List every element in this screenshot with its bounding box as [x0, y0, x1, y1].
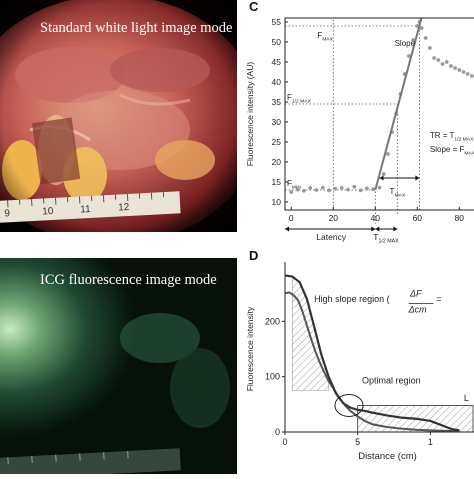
data-point: [424, 36, 428, 40]
y-tick-label: 50: [272, 37, 282, 47]
panel-letter-c: C: [249, 0, 258, 14]
data-point: [321, 186, 325, 190]
data-point: [315, 188, 319, 192]
slope-formula: Slope = FMAX: [430, 145, 474, 157]
data-point: [365, 187, 369, 191]
y-tick-label: 40: [272, 77, 282, 87]
data-point: [352, 185, 356, 189]
t-half-label: T1/2 MAX: [373, 232, 399, 245]
data-point: [428, 46, 432, 50]
ruler-number: 10: [42, 206, 54, 218]
ruler-number: 12: [118, 202, 130, 214]
x-tick-label: 5: [355, 437, 360, 447]
equals-label: =: [436, 294, 441, 304]
x-tick-label: 0: [282, 437, 287, 447]
fluorescence-scene-illustration: [0, 258, 237, 474]
delta-f-label: ΔF: [409, 288, 422, 298]
y-tick-label: 100: [265, 372, 280, 382]
data-point: [327, 189, 331, 193]
data-point: [302, 189, 306, 193]
data-point: [432, 56, 436, 60]
ruler-number: 9: [4, 208, 11, 219]
plot-frame: [285, 18, 474, 210]
tr-formula: TR = T1/2 MAX: [430, 131, 474, 143]
data-point: [466, 72, 470, 76]
data-point: [453, 66, 457, 70]
data-point: [346, 188, 350, 192]
panel-d-chart: High slope region ( ΔF Δcm = Optimal region…: [237, 244, 474, 474]
x-tick-label: 60: [413, 213, 423, 223]
data-point: [441, 62, 445, 66]
x-axis-label: Distance (cm): [358, 451, 417, 462]
photo-caption: Standard white light image mode: [40, 20, 233, 37]
data-point: [359, 189, 363, 193]
latency-label: Latency: [316, 232, 347, 242]
data-point: [378, 186, 382, 190]
y-tick-label: 200: [265, 316, 280, 326]
f-half-max-label: F1/2 MAX: [287, 93, 312, 105]
panel-letter-d: D: [249, 248, 258, 263]
data-point: [470, 74, 474, 78]
photo-caption: ICG fluorescence image mode: [40, 272, 217, 289]
data-point: [382, 172, 386, 176]
fmin-label: FMIN: [287, 179, 301, 191]
y-tick-label: 55: [272, 17, 282, 27]
white-light-photo: 9 10 11 12 Standard white light image mo…: [0, 0, 237, 232]
optimal-region-label: Optimal region: [362, 375, 421, 385]
ruler-number: 11: [80, 204, 91, 216]
x-tick-label: 40: [371, 213, 381, 223]
y-tick-label: 15: [272, 177, 282, 187]
low-region-label: L: [464, 393, 469, 403]
y-tick-label: 30: [272, 117, 282, 127]
high-slope-label: High slope region (: [314, 294, 390, 304]
y-tick-label: 25: [272, 137, 282, 147]
data-point: [386, 152, 390, 156]
x-tick-label: 80: [455, 213, 465, 223]
data-point: [340, 186, 344, 190]
data-point: [334, 187, 338, 191]
y-axis-label: Fluorescence intensity (AU): [245, 62, 255, 167]
intensity-profile-chart: High slope region ( ΔF Δcm = Optimal region…: [237, 244, 474, 474]
y-tick-label: 10: [272, 197, 282, 207]
y-axis-label: Fluorescence intensity: [245, 306, 255, 391]
y-tick-label: 0: [275, 427, 280, 437]
y-tick-label: 45: [272, 57, 282, 67]
data-point: [436, 58, 440, 62]
slope-label: Slope: [395, 39, 416, 48]
delta-cm-label: Δcm: [408, 304, 428, 314]
icg-fluorescence-photo: ICG fluorescence image mode: [0, 258, 237, 474]
y-tick-label: 35: [272, 97, 282, 107]
fmax-label: FMAX: [317, 31, 333, 43]
x-tick-label: 1: [428, 437, 433, 447]
data-point: [445, 60, 449, 64]
x-tick-label: 0: [289, 213, 294, 223]
y-tick-label: 20: [272, 157, 282, 167]
data-point: [457, 68, 461, 72]
x-tick-label: 20: [329, 213, 339, 223]
data-point: [462, 70, 466, 74]
data-point: [449, 64, 453, 68]
data-point: [289, 190, 293, 194]
data-point: [308, 186, 312, 190]
